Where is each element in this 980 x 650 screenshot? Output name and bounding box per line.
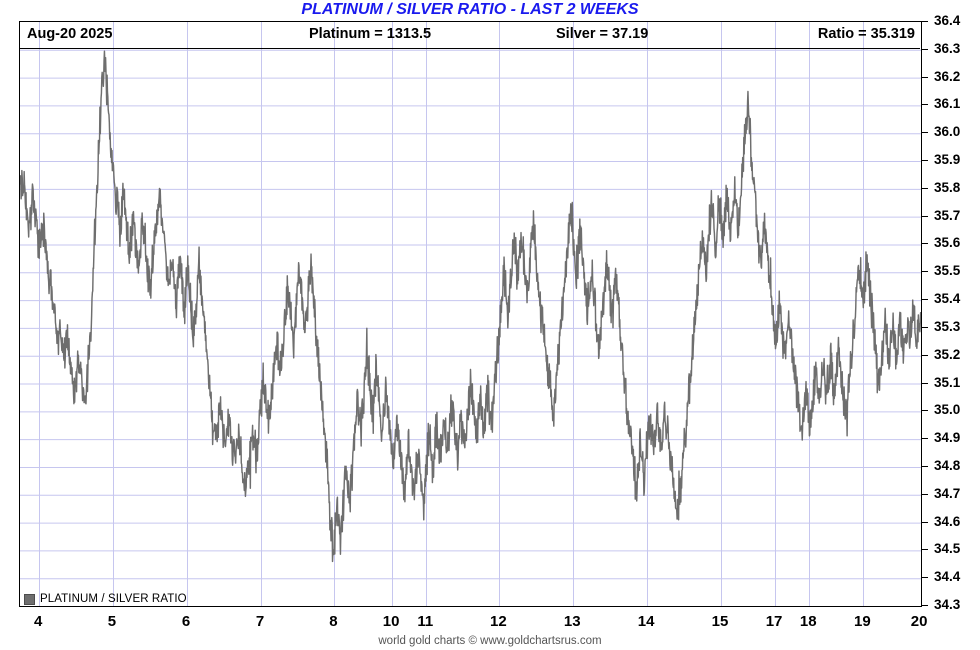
y-tick-label-13: 35.1 [934, 374, 961, 390]
y-tick-mark [921, 493, 928, 495]
x-tick-label-4: 4 [34, 613, 43, 630]
y-tick-label-14: 35.0 [934, 402, 961, 418]
x-axis: 4 5 6 7 8 10 11 12 13 14 15 17 18 19 20 [19, 606, 927, 636]
y-tick-mark [921, 48, 928, 50]
y-tick-label-1: 36.3 [934, 40, 961, 56]
y-tick-label-7: 35.7 [934, 207, 961, 223]
y-tick-mark [921, 354, 928, 356]
y-tick-mark [921, 215, 928, 217]
footer-attribution: world gold charts © www.goldchartsrus.co… [378, 635, 602, 647]
plot-inner [20, 22, 921, 606]
y-tick-mark [921, 326, 928, 328]
y-tick-label-15: 34.9 [934, 430, 961, 446]
y-axis: 36.4 36.3 36.2 36.1 36.0 35.9 35.8 35.7 35.6 35.5… [921, 13, 980, 612]
chart-legend: PLATINUM / SILVER RATIO [24, 592, 187, 606]
y-tick-mark [921, 521, 928, 523]
x-tick-label-10: 10 [382, 613, 400, 630]
y-tick-label-19: 34.5 [934, 541, 961, 557]
y-tick-mark [921, 410, 928, 412]
y-tick-mark [921, 299, 928, 301]
y-tick-mark [921, 76, 928, 78]
x-tick-label-5: 5 [107, 613, 117, 630]
y-tick-mark [921, 104, 928, 106]
y-tick-label-2: 36.2 [934, 68, 961, 84]
y-tick-mark [921, 577, 928, 579]
x-tick-label-11: 11 [417, 613, 434, 630]
legend-label: PLATINUM / SILVER RATIO [40, 593, 187, 605]
chart-title: PLATINUM / SILVER RATIO - LAST 2 WEEKS [301, 1, 639, 18]
y-tick-label-18: 34.6 [934, 513, 961, 529]
x-tick-label-13: 13 [563, 613, 581, 630]
y-tick-label-9: 35.5 [934, 263, 961, 279]
y-tick-label-6: 35.8 [934, 179, 961, 195]
x-tick-label-6: 6 [181, 613, 191, 630]
y-tick-mark [921, 132, 928, 134]
y-tick-label-5: 35.9 [934, 152, 961, 168]
y-tick-mark [921, 465, 928, 467]
x-tick-label-17: 17 [765, 613, 783, 630]
x-tick-label-20: 20 [910, 613, 928, 630]
y-tick-label-8: 35.6 [934, 235, 961, 251]
y-tick-mark [921, 187, 928, 189]
y-tick-label-0: 36.4 [934, 13, 961, 28]
x-tick-label-15: 15 [711, 613, 729, 630]
series-line-platinum-silver-ratio [20, 50, 921, 563]
y-tick-mark [921, 271, 928, 273]
x-tick-label-14: 14 [637, 613, 655, 630]
y-tick-label-10: 35.4 [934, 291, 961, 307]
y-tick-label-20: 34.4 [934, 569, 961, 585]
header-divider [19, 48, 920, 49]
x-tick-label-12: 12 [489, 613, 507, 630]
y-tick-label-4: 36.0 [934, 124, 961, 140]
y-tick-mark [921, 160, 928, 162]
y-tick-mark [921, 438, 928, 440]
y-tick-label-17: 34.7 [934, 485, 961, 501]
x-tick-label-8: 8 [329, 613, 338, 630]
legend-swatch-icon [24, 593, 35, 605]
y-tick-mark [921, 382, 928, 384]
x-tick-label-7: 7 [255, 613, 265, 630]
plot-area [19, 21, 922, 607]
y-tick-label-12: 35.2 [934, 346, 961, 362]
y-tick-mark [921, 549, 928, 551]
y-tick-label-3: 36.1 [934, 96, 961, 112]
y-tick-mark [921, 605, 928, 606]
x-tick-label-18: 18 [799, 613, 817, 630]
x-tick-label-19: 19 [853, 613, 871, 630]
y-tick-label-16: 34.8 [934, 457, 961, 473]
y-tick-mark [921, 243, 928, 245]
y-tick-label-11: 35.3 [934, 318, 961, 334]
y-tick-label-21: 34.3 [934, 597, 961, 612]
y-tick-mark [921, 21, 928, 22]
